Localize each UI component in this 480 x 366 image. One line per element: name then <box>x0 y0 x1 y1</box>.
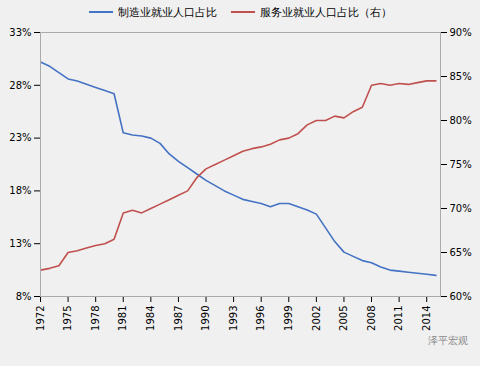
svg-text:2005: 2005 <box>338 306 349 331</box>
svg-text:90%: 90% <box>450 27 472 38</box>
svg-text:1972: 1972 <box>35 306 46 331</box>
html-text:制造业就业人口占比: 制造业就业人口占比 <box>117 5 217 19</box>
svg-text:1984: 1984 <box>145 306 156 331</box>
svg-text:60%: 60% <box>450 291 472 302</box>
svg-text:18%: 18% <box>9 185 31 196</box>
svg-text:65%: 65% <box>450 247 472 258</box>
svg-text:8%: 8% <box>16 291 32 302</box>
svg-text:23%: 23% <box>9 132 31 143</box>
svg-text:33%: 33% <box>9 27 31 38</box>
svg-text:1981: 1981 <box>117 306 128 331</box>
svg-text:1993: 1993 <box>228 306 239 331</box>
svg-text:1996: 1996 <box>255 306 266 331</box>
svg-text:2002: 2002 <box>311 306 322 331</box>
svg-text:1975: 1975 <box>62 306 73 331</box>
svg-text:1978: 1978 <box>90 306 101 331</box>
svg-text:2014: 2014 <box>421 306 432 331</box>
svg-text:70%: 70% <box>450 203 472 214</box>
svg-text:1990: 1990 <box>200 306 211 331</box>
svg-text:28%: 28% <box>9 80 31 91</box>
svg-text:2008: 2008 <box>366 306 377 331</box>
svg-text:1987: 1987 <box>173 306 184 331</box>
svg-text:2011: 2011 <box>393 306 404 331</box>
html-text:泽平宏观: 泽平宏观 <box>428 335 468 346</box>
svg-text:85%: 85% <box>450 71 472 82</box>
svg-text:13%: 13% <box>9 238 31 249</box>
html-text:服务业就业人口占比（右）: 服务业就业人口占比（右） <box>259 5 392 19</box>
svg-text:75%: 75% <box>450 159 472 170</box>
svg-text:80%: 80% <box>450 115 472 126</box>
svg-text:1999: 1999 <box>283 306 294 331</box>
